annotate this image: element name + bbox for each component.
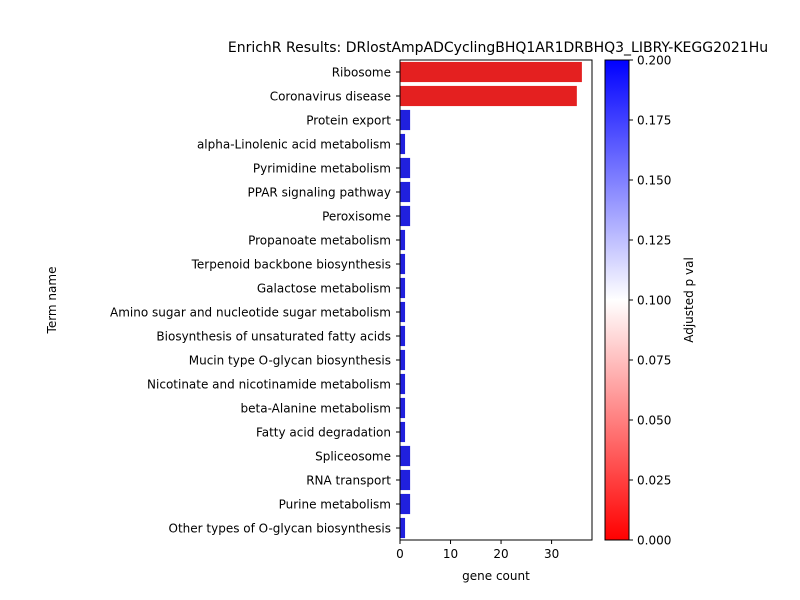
bar xyxy=(400,157,411,179)
bar xyxy=(400,109,411,131)
colorbar-tick-label: 0.125 xyxy=(637,234,671,248)
y-tick-label: beta-Alanine metabolism xyxy=(241,402,391,416)
colorbar-tick-label: 0.175 xyxy=(637,114,671,128)
y-tick-label: RNA transport xyxy=(306,474,391,488)
x-tick-group: 0 10 20 30 xyxy=(396,540,559,561)
bar xyxy=(400,421,406,443)
y-tick-label: Other types of O-glycan biosynthesis xyxy=(169,522,391,536)
bar xyxy=(400,373,406,395)
bar xyxy=(400,325,406,347)
x-axis-label: gene count xyxy=(462,569,530,583)
y-tick-label: Pyrimidine metabolism xyxy=(253,162,391,176)
y-tick-label: Nicotinate and nicotinamide metabolism xyxy=(147,378,391,392)
x-tick-label: 0 xyxy=(396,547,404,561)
y-tick-label: Protein export xyxy=(306,114,391,128)
bar xyxy=(400,253,406,275)
bar xyxy=(400,445,411,467)
plot-area-frame xyxy=(399,59,593,541)
bar xyxy=(400,349,406,371)
colorbar-tick-label: 0.200 xyxy=(637,54,671,68)
colorbar-tick-label: 0.050 xyxy=(637,414,671,428)
y-tick-label: Terpenoid backbone biosynthesis xyxy=(191,258,391,272)
y-tick-label: Fatty acid degradation xyxy=(256,426,391,440)
bar xyxy=(400,301,406,323)
bar xyxy=(400,61,582,83)
y-tick-label: Peroxisome xyxy=(322,210,391,224)
y-tick-label: alpha-Linolenic acid metabolism xyxy=(197,138,391,152)
colorbar-tick-group: 0.000 0.025 0.050 0.075 0.100 0.125 0.150 0.175… xyxy=(629,54,671,548)
bar xyxy=(400,493,411,515)
bar xyxy=(400,205,411,227)
y-tick-label: Coronavirus disease xyxy=(270,90,391,104)
colorbar-tick-label: 0.150 xyxy=(637,174,671,188)
colorbar-tick-label: 0.025 xyxy=(637,474,671,488)
y-tick-label: Purine metabolism xyxy=(279,498,391,512)
y-tick-group: Ribosome Coronavirus disease Protein expor… xyxy=(110,66,400,536)
colorbar-tick-label: 0.100 xyxy=(637,294,671,308)
bar xyxy=(400,133,406,155)
colorbar: 0.000 0.025 0.050 0.075 0.100 0.125 0.150 0.175… xyxy=(604,54,696,548)
y-tick-label: Propanoate metabolism xyxy=(248,234,391,248)
y-tick-label: PPAR signaling pathway xyxy=(248,186,391,200)
bar xyxy=(400,229,406,251)
x-tick-label: 20 xyxy=(493,547,508,561)
bar xyxy=(400,181,411,203)
y-axis-label: Term name xyxy=(45,267,59,335)
colorbar-tick-label: 0.075 xyxy=(637,354,671,368)
bar xyxy=(400,397,406,419)
colorbar-label: Adjusted p val xyxy=(682,257,696,343)
y-tick-label: Amino sugar and nucleotide sugar metabol… xyxy=(110,306,391,320)
y-tick-label: Mucin type O-glycan biosynthesis xyxy=(189,354,391,368)
colorbar-tick-label: 0.000 xyxy=(637,534,671,548)
y-tick-label: Ribosome xyxy=(332,66,391,80)
bars-group xyxy=(400,61,582,539)
chart-title: EnrichR Results: DRlostAmpADCyclingBHQ1A… xyxy=(228,40,768,56)
y-tick-label: Spliceosome xyxy=(315,450,391,464)
x-tick-label: 10 xyxy=(443,547,458,561)
x-tick-label: 30 xyxy=(544,547,559,561)
bar xyxy=(400,469,411,491)
bar xyxy=(400,85,577,107)
bar xyxy=(400,277,406,299)
colorbar-gradient xyxy=(604,59,630,541)
y-tick-label: Biosynthesis of unsaturated fatty acids xyxy=(156,330,391,344)
y-tick-label: Galactose metabolism xyxy=(257,282,391,296)
bar xyxy=(400,517,406,539)
